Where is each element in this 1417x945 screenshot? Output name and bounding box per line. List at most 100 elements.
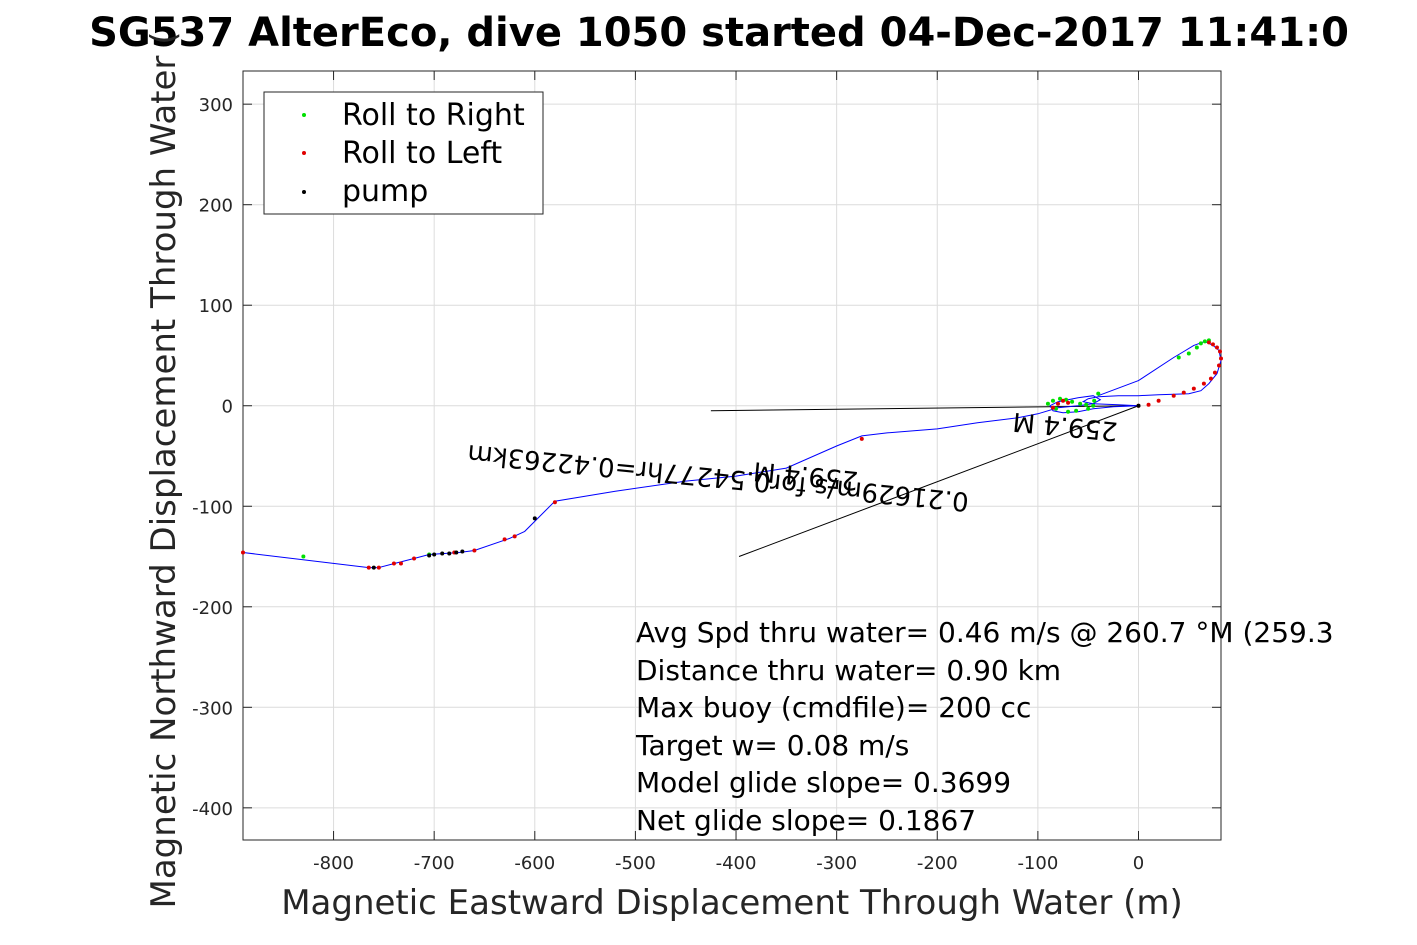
grid (243, 71, 1221, 840)
roll-right-point (1092, 398, 1097, 403)
roll-right-point (1176, 355, 1181, 360)
roll-left-point (1217, 349, 1222, 354)
y-tick-label: 300 (199, 95, 233, 116)
annotation-net-glide: Net glide slope= 0.1867 (636, 804, 976, 837)
roll-right-point (1078, 401, 1083, 406)
pump-point (427, 553, 432, 558)
roll-left-point (1216, 363, 1221, 368)
roll-right-point (1066, 409, 1071, 414)
roll-left-point (1212, 370, 1217, 375)
annotation-max-buoy: Max buoy (cmdfile)= 200 cc (636, 691, 1031, 724)
x-tick-label: -800 (313, 853, 354, 874)
roll-left-point (1066, 400, 1071, 405)
roll-left-point (472, 548, 477, 553)
pump-point (460, 549, 465, 554)
annotation-model-glide: Model glide slope= 0.3699 (636, 766, 1011, 799)
roll-left-point (1206, 340, 1211, 345)
legend-label-roll-left: Roll to Left (342, 136, 502, 171)
roll-right-point (1050, 398, 1055, 403)
legend-label-pump: pump (342, 174, 428, 209)
y-axis-label: Magnetic Northward Displacement Through … (144, 32, 184, 909)
roll-left-point (1208, 376, 1213, 381)
y-tick-label: -200 (192, 598, 233, 619)
y-tick-label: 0 (222, 397, 233, 418)
roll-left-point (502, 537, 507, 542)
roll-left-point (1171, 393, 1176, 398)
x-tick-label: -300 (816, 853, 857, 874)
y-tick-label: 200 (199, 196, 233, 217)
roll-left-point (1056, 401, 1060, 406)
roll-left-point (391, 561, 396, 566)
roll-right-point (1070, 399, 1075, 404)
x-tick-label: -500 (615, 853, 656, 874)
track (242, 340, 1222, 569)
legend-marker-roll-right (302, 113, 306, 117)
roll-left-point (1210, 342, 1215, 347)
legend: Roll to Right Roll to Left pump (263, 91, 544, 215)
x-tick-label: 0 (1133, 853, 1144, 874)
roll-left-point (1214, 345, 1219, 350)
annotation-block: Avg Spd thru water= 0.46 m/s @ 260.7 °M … (635, 616, 1334, 837)
roll-left-point (859, 436, 864, 441)
roll-left-point (512, 534, 517, 539)
roll-right-point (1074, 408, 1079, 413)
legend-marker-roll-left (302, 151, 306, 155)
roll-right-point (1084, 402, 1089, 407)
roll-right-point (1064, 397, 1069, 402)
roll-right-point (1053, 406, 1058, 411)
x-tick-label: -600 (514, 853, 555, 874)
pump-point (447, 551, 452, 556)
roll-left-point (1191, 386, 1196, 391)
roll-right-point (1202, 339, 1207, 344)
legend-marker-pump (302, 190, 306, 194)
y-tick-label: -100 (192, 497, 233, 518)
annotation-heading-end: 259.4 M (1011, 406, 1119, 446)
pump-point (454, 550, 459, 555)
roll-right-point (1058, 396, 1063, 401)
x-tick-label: -100 (1017, 853, 1058, 874)
y-tick-label: -300 (192, 698, 233, 719)
annotation-avg-speed: Avg Spd thru water= 0.46 m/s @ 260.7 °M … (636, 616, 1334, 649)
roll-left-point (412, 556, 417, 561)
pump-point (371, 565, 376, 570)
x-tick-label: -700 (414, 853, 455, 874)
roll-right-point (1091, 403, 1096, 408)
annotation-distance: Distance thru water= 0.90 km (636, 654, 1061, 687)
annotation-speed-distance: 0.21629m/s for0.54277hr=0.42263km (466, 438, 970, 516)
roll-left-point (366, 565, 371, 570)
pump-point (1136, 403, 1141, 408)
reference-line (738, 405, 1139, 557)
roll-left-point (1181, 390, 1186, 395)
roll-left-point (398, 561, 403, 566)
roll-left-point (1050, 405, 1055, 410)
roll-right-point (1186, 351, 1191, 356)
pump-point (440, 551, 445, 556)
roll-right-point (1096, 391, 1101, 396)
plot-area (242, 70, 1222, 841)
y-tick-label: 100 (199, 296, 233, 317)
annotation-target-w: Target w= 0.08 m/s (635, 729, 909, 762)
roll-left-point (1156, 398, 1161, 403)
roll-left-point (1201, 381, 1206, 386)
x-tick-label: -200 (917, 853, 958, 874)
pump-point (432, 552, 437, 557)
pump-point (532, 516, 537, 521)
points (241, 338, 1223, 570)
y-tick-label: -400 (192, 799, 233, 820)
legend-label-roll-right: Roll to Right (342, 98, 525, 133)
roll-right-point (301, 554, 306, 559)
roll-left-point (241, 550, 245, 555)
x-tick-label: -400 (716, 853, 757, 874)
roll-left-point (1061, 398, 1066, 403)
roll-right-point (1086, 406, 1091, 411)
track-line (242, 340, 1222, 569)
roll-right-point (1194, 345, 1199, 350)
roll-left-point (552, 500, 557, 505)
ticks: -800 -700 -600 -500 -400 -300 -200 -100 0 -400 -30… (192, 71, 1221, 874)
roll-left-point (376, 565, 381, 570)
roll-left-point (1219, 356, 1223, 361)
legend-box (263, 91, 544, 215)
x-axis-label: Magnetic Eastward Displacement Through W… (281, 883, 1183, 923)
chart-title: SG537 AlterEco, dive 1050 started 04-Dec… (89, 10, 1349, 56)
